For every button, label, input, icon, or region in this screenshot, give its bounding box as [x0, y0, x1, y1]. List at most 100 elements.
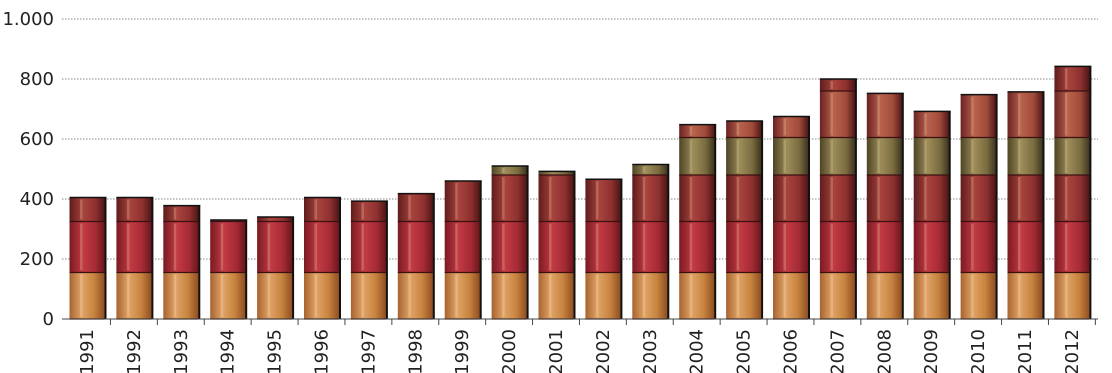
bar-1995: [257, 216, 295, 320]
bar-highlight: [408, 274, 411, 317]
bar-1997: [350, 200, 388, 320]
bar-highlight: [877, 177, 880, 220]
x-axis: 1991 1992 1993 1994 1995 1996 1997 1998 1999 2000…: [77, 319, 1096, 373]
bar-highlight: [736, 274, 740, 317]
bar-highlight: [1018, 177, 1021, 220]
bar-highlight: [642, 177, 646, 220]
bar-segment: [913, 221, 949, 273]
bar-segment: [773, 272, 808, 319]
bar-segment: [726, 221, 762, 273]
bar-2009: [913, 110, 951, 320]
bar-highlight: [267, 219, 271, 220]
bar-highlight: [971, 274, 974, 317]
bar-highlight: [408, 223, 411, 271]
bar-highlight: [1018, 223, 1021, 271]
bar-segment: [773, 137, 808, 175]
bar-highlight: [549, 223, 552, 271]
bar-highlight: [126, 199, 130, 220]
bar-highlight: [830, 177, 833, 220]
bar-2001: [538, 170, 576, 320]
bar-2006: [773, 115, 810, 320]
bar-segment: [1007, 221, 1043, 273]
bar-segment: [679, 137, 715, 175]
bar-2007: [819, 78, 857, 320]
bar-segment: [679, 175, 715, 222]
x-tick-label: 2008: [874, 329, 895, 373]
bar-segment: [116, 197, 152, 222]
bar-highlight: [314, 199, 317, 220]
bar-2011: [1007, 91, 1045, 320]
bar-highlight: [783, 274, 786, 317]
bar-segment: [866, 272, 902, 319]
bar-highlight: [173, 223, 177, 271]
bar-highlight: [126, 274, 130, 317]
bar-highlight: [736, 177, 740, 220]
bar-segment: [163, 205, 199, 222]
bar-segment: [350, 272, 386, 319]
bar-segment: [210, 221, 246, 273]
bar-segment: [1007, 175, 1043, 222]
bar-highlight: [126, 223, 130, 271]
bar-segment: [819, 272, 855, 319]
x-tick-label: 1999: [452, 329, 473, 373]
bar-segment: [726, 175, 762, 222]
bar-segment: [257, 217, 293, 222]
bar-segment: [1007, 137, 1043, 175]
bar-highlight: [736, 123, 740, 136]
bar-segment: [913, 175, 949, 222]
bar-highlight: [220, 223, 224, 271]
bar-highlight: [173, 274, 177, 317]
bar-highlight: [80, 223, 83, 271]
bar-highlight: [1064, 223, 1068, 271]
bar-segment: [491, 166, 527, 175]
bar-highlight: [595, 223, 599, 271]
bar-segment: [397, 272, 433, 319]
bar-highlight: [502, 223, 505, 271]
bar-highlight: [971, 139, 974, 173]
bar-segment: [163, 272, 199, 319]
bar-highlight: [80, 274, 83, 317]
x-tick-label: 2010: [968, 329, 989, 373]
x-tick-label: 2005: [734, 329, 755, 373]
bar-segment: [69, 197, 105, 222]
bar-highlight: [689, 177, 693, 220]
bar-highlight: [877, 139, 880, 173]
bar-segment: [116, 221, 152, 273]
bar-segment: [304, 197, 339, 222]
bar-1992: [116, 196, 154, 320]
x-tick-label: 1994: [218, 329, 239, 373]
bar-highlight: [689, 139, 693, 173]
bar-highlight: [642, 274, 646, 317]
bar-segment: [819, 137, 855, 175]
bar-segment: [1054, 66, 1090, 91]
bar-2005: [726, 120, 764, 320]
bar-highlight: [830, 139, 833, 173]
bar-highlight: [595, 274, 599, 317]
x-tick-label: 1997: [358, 329, 379, 373]
bar-segment: [585, 272, 621, 319]
bar-highlight: [877, 274, 880, 317]
x-tick-label: 2002: [593, 329, 614, 373]
bar-segment: [679, 221, 715, 273]
bar-segment: [632, 272, 668, 319]
bar-segment: [538, 272, 574, 319]
bar-highlight: [267, 223, 271, 271]
x-tick-label: 1992: [124, 329, 145, 373]
bar-1996: [304, 196, 341, 320]
bar-segment: [1054, 175, 1090, 222]
bar-2004: [679, 123, 717, 320]
bar-highlight: [642, 223, 646, 271]
bar-segment: [960, 175, 996, 222]
bar-segment: [585, 179, 621, 222]
bar-highlight: [830, 93, 833, 136]
bar-highlight: [830, 81, 833, 89]
x-tick-label: 2003: [640, 329, 661, 373]
bar-segment: [726, 137, 762, 175]
bar-highlight: [267, 274, 271, 317]
bar-highlight: [1018, 93, 1021, 136]
bar-highlight: [173, 207, 177, 220]
bar-highlight: [1064, 177, 1068, 220]
bar-2002: [585, 178, 623, 320]
bar-highlight: [408, 195, 411, 220]
